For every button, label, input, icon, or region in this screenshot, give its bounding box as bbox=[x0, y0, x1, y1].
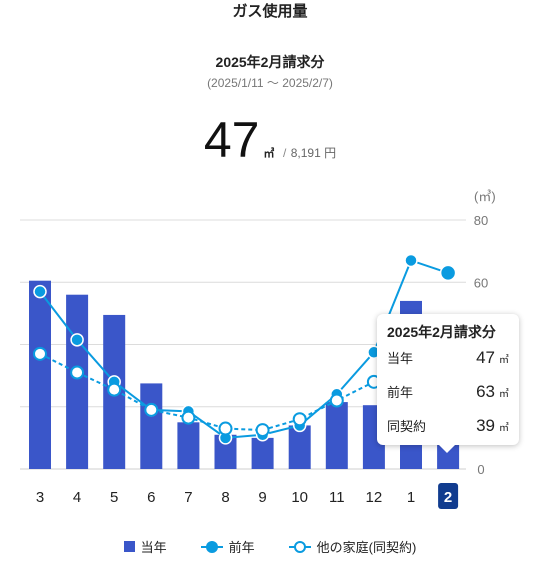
legend-label: 他の家庭(同契約) bbox=[316, 540, 417, 555]
usage-unit: ㎥ bbox=[263, 148, 275, 160]
x-tick-label: 11 bbox=[329, 489, 345, 506]
others-point bbox=[107, 382, 122, 397]
x-tick-label: 3 bbox=[36, 489, 44, 506]
y-tick-label: 80 bbox=[474, 213, 488, 228]
tooltip-row-label: 当年 bbox=[387, 351, 414, 366]
others-point bbox=[33, 346, 47, 361]
tooltip-row-unit: ㎥ bbox=[499, 423, 509, 434]
bar bbox=[66, 294, 89, 469]
legend-dashed-line-swatch-icon bbox=[288, 540, 311, 553]
bar bbox=[325, 402, 348, 469]
bar bbox=[251, 437, 274, 469]
tooltip-row-others: 同契約 39 ㎥ bbox=[387, 416, 511, 450]
others-point bbox=[218, 421, 233, 436]
legend-line-swatch-icon bbox=[200, 540, 223, 553]
others-point bbox=[255, 423, 270, 438]
page-title: ガス使用量 bbox=[232, 3, 308, 20]
y-tick-label: 60 bbox=[474, 275, 488, 290]
x-tick-label: 10 bbox=[291, 489, 308, 506]
x-tick-label: 2 bbox=[444, 489, 452, 506]
others-point bbox=[181, 410, 196, 425]
chart-tooltip: 2025年2月請求分 当年 47 ㎥ 前年 63 ㎥ 同契約 39 ㎥ bbox=[377, 314, 519, 453]
x-tick-label: 1 bbox=[407, 489, 415, 506]
y-tick-label: 0 bbox=[477, 462, 484, 477]
x-tick-label: 5 bbox=[110, 489, 118, 506]
tooltip-row-value: 47 bbox=[476, 348, 495, 367]
legend-item-previous[interactable]: 前年 bbox=[200, 537, 255, 556]
others-point bbox=[329, 393, 344, 408]
tooltip-row-unit: ㎥ bbox=[499, 355, 509, 366]
tooltip-row-previous: 前年 63 ㎥ bbox=[387, 382, 511, 416]
tooltip-row-label: 同契約 bbox=[387, 419, 427, 434]
x-tick-label: 12 bbox=[366, 489, 383, 506]
billing-period-label: 2025年2月請求分 bbox=[215, 54, 325, 70]
x-tick-label: 6 bbox=[147, 489, 155, 506]
others-point bbox=[144, 402, 159, 417]
tooltip-row-current: 当年 47 ㎥ bbox=[387, 348, 511, 382]
bar bbox=[140, 383, 163, 469]
legend-item-current[interactable]: 当年 bbox=[123, 537, 167, 556]
previous-year-point bbox=[70, 333, 84, 347]
legend-label: 前年 bbox=[228, 540, 255, 555]
usage-value: 47 bbox=[203, 112, 260, 168]
bar bbox=[214, 434, 237, 469]
usage-separator: / bbox=[282, 146, 287, 160]
previous-year-point bbox=[404, 253, 418, 268]
legend-label: 当年 bbox=[140, 540, 167, 555]
x-tick-label: 8 bbox=[221, 489, 229, 506]
tooltip-title: 2025年2月請求分 bbox=[387, 324, 496, 340]
x-tick-label: 9 bbox=[258, 489, 266, 506]
x-tick-label: 7 bbox=[184, 489, 192, 506]
tooltip-row-label: 前年 bbox=[387, 385, 414, 400]
tooltip-row-value: 63 bbox=[476, 382, 495, 401]
usage-price: 8,191 円 bbox=[290, 146, 337, 160]
tooltip-row-value: 39 bbox=[476, 416, 495, 435]
bar bbox=[177, 422, 200, 469]
previous-year-point bbox=[439, 264, 457, 282]
tooltip-arrow bbox=[439, 445, 455, 453]
billing-period-range: (2025/1/11 〜 2025/2/7) bbox=[207, 76, 333, 90]
x-tick-label: 4 bbox=[73, 489, 81, 506]
legend-item-others[interactable]: 他の家庭(同契約) bbox=[288, 537, 417, 556]
tooltip-row-unit: ㎥ bbox=[499, 389, 509, 400]
y-axis-unit: (㎥) bbox=[474, 189, 496, 204]
legend-bar-swatch-icon bbox=[123, 541, 135, 552]
usage-summary: 47 ㎥ / 8,191 円 bbox=[0, 110, 540, 170]
selected-month-highlight bbox=[438, 483, 459, 509]
others-point bbox=[292, 412, 307, 427]
bar bbox=[288, 425, 311, 469]
bar bbox=[29, 280, 51, 469]
others-point bbox=[70, 365, 85, 380]
previous-year-point bbox=[33, 284, 47, 299]
chart-legend: 当年 前年 他の家庭(同契約) bbox=[0, 537, 540, 556]
